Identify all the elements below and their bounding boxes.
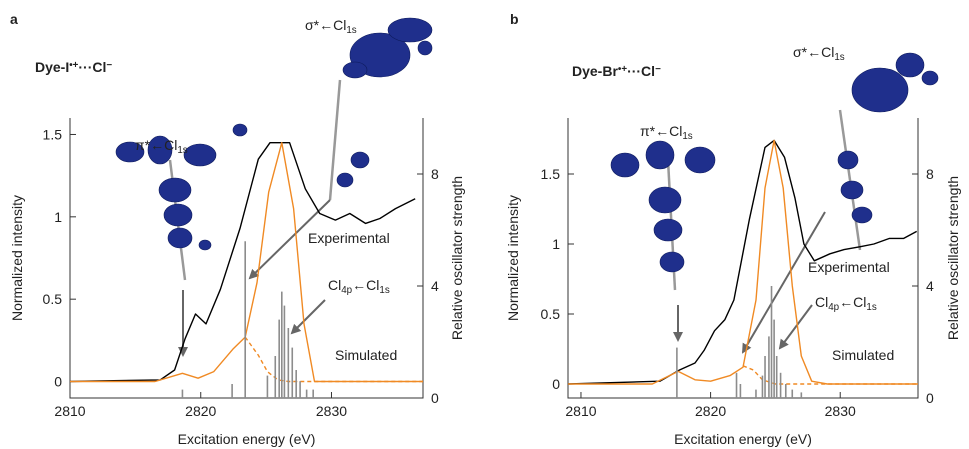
figure: aDye-I•+···Cl−Excitation energy (eV)Norm… — [0, 0, 969, 449]
annotation: Cl4p←Cl1s — [328, 277, 390, 296]
subscript: 1s — [834, 52, 844, 63]
subscript: 1s — [866, 302, 876, 313]
data-line — [70, 143, 415, 382]
chart-title: Dye-I•+···Cl− — [35, 59, 112, 75]
annotation: Cl4p←Cl1s — [815, 294, 877, 313]
x-tick-label: 2810 — [54, 403, 85, 419]
text-part: ←Cl — [839, 294, 866, 310]
y-tick-label: 0 — [552, 376, 560, 392]
y2-tick-label: 4 — [926, 278, 934, 294]
x-tick-label: 2820 — [185, 403, 216, 419]
y2-tick-label: 0 — [431, 390, 439, 406]
supscript: •+ — [618, 64, 627, 75]
text-part: ···Cl — [78, 59, 106, 75]
page: {"chart_data": [ {"type": "line", "panel… — [0, 0, 969, 449]
text-part: π*←Cl — [135, 137, 177, 153]
x-tick-label: 2830 — [825, 403, 856, 419]
subscript: 1s — [379, 285, 389, 296]
supscript: •+ — [69, 60, 78, 71]
annotation: π*←Cl1s — [640, 123, 693, 142]
text-part: σ*←Cl — [793, 44, 834, 60]
subscript: 4p — [828, 302, 839, 313]
y2-axis-label: Relative oscillator strength — [945, 176, 961, 340]
supscript: − — [655, 64, 661, 75]
y-tick-label: 1.5 — [43, 126, 63, 142]
y-tick-label: 0.5 — [43, 291, 63, 307]
text-part: ←Cl — [352, 277, 379, 293]
subscript: 1s — [682, 131, 692, 142]
y2-tick-label: 8 — [926, 166, 934, 182]
chart-title: Dye-Br•+···Cl− — [572, 63, 661, 79]
text-part: σ*←Cl — [305, 17, 346, 33]
y-axis-label: Normalized intensity — [505, 195, 521, 321]
series-label: Simulated — [832, 347, 894, 363]
x-tick-label: 2810 — [565, 403, 596, 419]
y2-axis-label: Relative oscillator strength — [449, 176, 465, 340]
text-part: Dye-I — [35, 59, 69, 75]
y-axis-label: Normalized intensity — [9, 195, 25, 321]
subscript: 4p — [341, 285, 352, 296]
y-tick-label: 1 — [552, 236, 560, 252]
x-axis-label: Excitation energy (eV) — [674, 431, 812, 447]
annotation: σ*←Cl1s — [305, 17, 357, 36]
subscript: 1s — [177, 145, 187, 156]
panel-label: b — [510, 11, 519, 27]
text-part: ···Cl — [627, 63, 655, 79]
annotation: σ*←Cl1s — [793, 44, 845, 63]
x-tick-label: 2830 — [316, 403, 347, 419]
text-part: π*←Cl — [640, 123, 682, 139]
y2-tick-label: 0 — [926, 390, 934, 406]
series-label: Experimental — [808, 259, 890, 275]
text-part: Dye-Br — [572, 63, 618, 79]
y-tick-label: 0.5 — [541, 306, 561, 322]
y2-tick-label: 4 — [431, 278, 439, 294]
series-label: Experimental — [308, 230, 390, 246]
panel-label: a — [10, 11, 18, 27]
x-axis-label: Excitation energy (eV) — [178, 431, 316, 447]
y-tick-label: 1.5 — [541, 166, 561, 182]
x-tick-label: 2820 — [695, 403, 726, 419]
subscript: 1s — [346, 25, 356, 36]
text-part: Cl — [328, 277, 341, 293]
y-tick-label: 1 — [54, 209, 62, 225]
text-part: Cl — [815, 294, 828, 310]
y-tick-label: 0 — [54, 374, 62, 390]
supscript: − — [106, 60, 112, 71]
series-label: Simulated — [335, 347, 397, 363]
y2-tick-label: 8 — [431, 166, 439, 182]
data-line — [70, 143, 423, 382]
